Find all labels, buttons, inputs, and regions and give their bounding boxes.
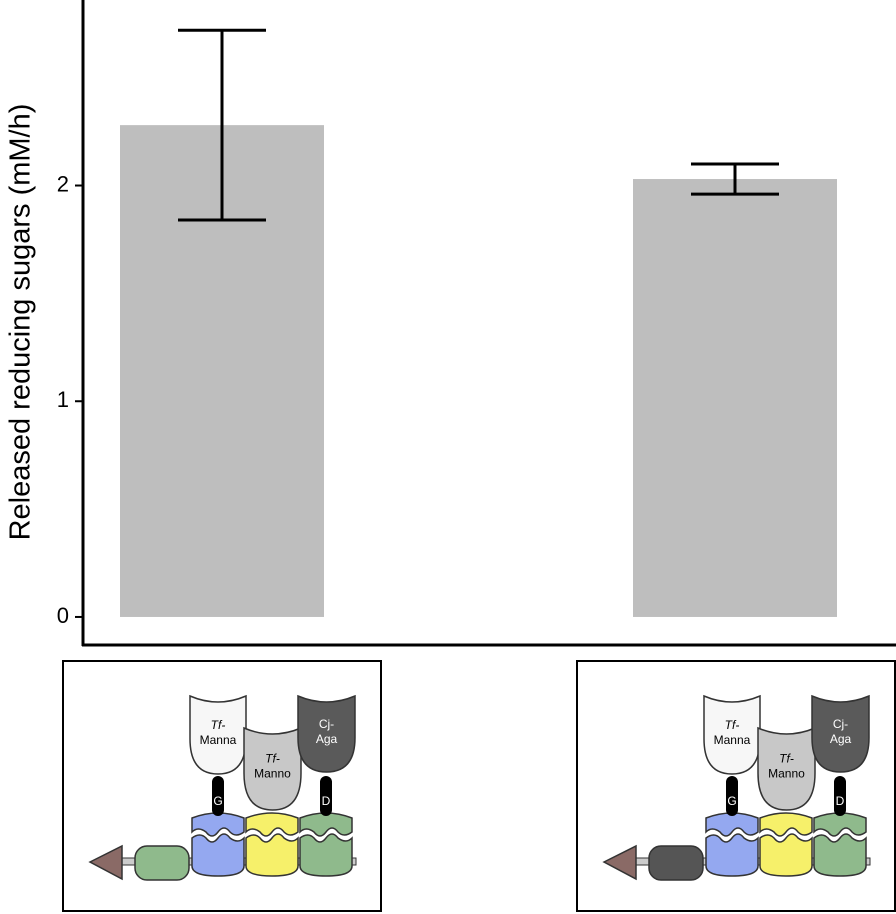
y-axis-title: Released reducing sugars (mM/h) — [5, 104, 37, 541]
cohesin-lower — [705, 833, 759, 877]
enzyme-prefix: Tf- — [779, 751, 794, 765]
enzyme-prefix: Tf- — [265, 751, 280, 765]
cohesin-lower — [759, 833, 813, 877]
enzyme — [189, 694, 247, 775]
dockerin-label: D — [836, 794, 845, 808]
cohesin-lower — [813, 833, 867, 877]
enzyme-name: Manno — [768, 766, 805, 780]
cohesin-upper — [705, 812, 759, 837]
cohesin-lower — [299, 833, 353, 877]
cohesin-upper — [245, 812, 299, 837]
dockerin-label: D — [322, 794, 331, 808]
dockerin — [212, 776, 224, 816]
enzyme — [243, 726, 302, 811]
cbm-triangle — [88, 844, 123, 881]
y-tick-label: 0 — [57, 603, 69, 628]
enzyme — [811, 694, 870, 773]
bar — [633, 179, 837, 617]
enzyme-name: Manna — [200, 733, 237, 747]
enzyme — [757, 726, 816, 811]
y-tick-label: 1 — [57, 387, 69, 412]
enzyme-name: Aga — [316, 732, 338, 746]
error-bar — [691, 162, 779, 196]
enzyme-prefix: Cj- — [833, 717, 848, 731]
cohesin-lower — [245, 833, 299, 877]
dockerin — [834, 776, 846, 816]
enzyme — [703, 694, 761, 775]
dockerin-label: G — [213, 794, 222, 808]
cbm-triangle — [602, 844, 637, 881]
dockerin-label: G — [727, 794, 736, 808]
dockerin — [726, 776, 738, 816]
cohesin-upper — [299, 812, 353, 837]
enzyme-name: Manna — [714, 733, 751, 747]
first-module — [648, 845, 704, 881]
enzyme-name: Manno — [254, 766, 291, 780]
cohesin-upper — [191, 812, 245, 837]
enzyme-prefix: Cj- — [319, 717, 334, 731]
first-module — [134, 845, 190, 881]
cohesin-upper — [813, 812, 867, 837]
dockerin — [320, 776, 332, 816]
enzyme-name: Aga — [830, 732, 852, 746]
enzyme-prefix: Tf- — [211, 718, 226, 732]
error-bar — [178, 28, 266, 222]
y-tick-label: 2 — [57, 171, 69, 196]
cohesin-lower — [191, 833, 245, 877]
cohesin-upper — [759, 812, 813, 837]
enzyme-prefix: Tf- — [725, 718, 740, 732]
enzyme — [297, 694, 356, 773]
